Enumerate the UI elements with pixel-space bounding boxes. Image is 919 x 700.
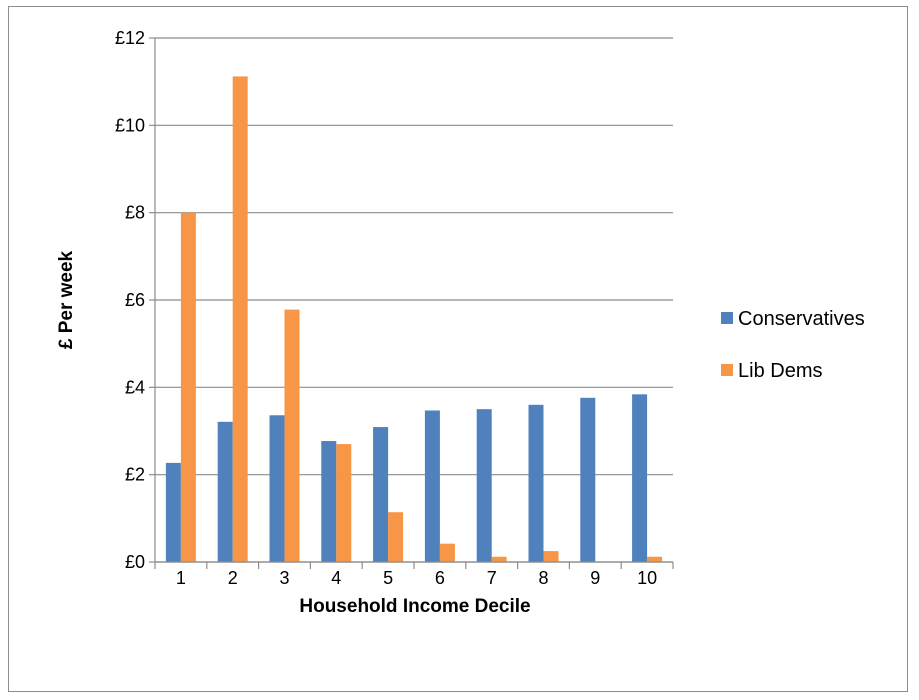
- bar-conservatives-10: [632, 394, 648, 562]
- bar-conservatives-2: [217, 421, 233, 562]
- bar-conservatives-6: [424, 410, 440, 562]
- bar-lib-dems-3: [284, 309, 300, 562]
- bar-conservatives-3: [269, 415, 285, 562]
- x-tick-label-5: 5: [383, 568, 393, 588]
- bar-conservatives-5: [373, 427, 389, 562]
- y-tick-label: £10: [115, 115, 145, 135]
- bar-lib-dems-5: [388, 512, 404, 562]
- chart-frame: [8, 6, 908, 692]
- y-tick-label: £2: [125, 465, 145, 485]
- bar-conservatives-4: [321, 441, 337, 562]
- y-tick-labels: £0 £2 £4 £6 £8 £10 £12: [115, 28, 145, 572]
- y-axis-title: £ Per week: [56, 250, 77, 349]
- bar-lib-dems-10: [647, 556, 663, 562]
- bar-conservatives-7: [476, 409, 492, 562]
- bar-conservatives-9: [580, 397, 596, 562]
- x-tick-label-3: 3: [279, 568, 289, 588]
- legend-label-conservatives: Conservatives: [738, 308, 865, 330]
- y-tick-label: £4: [125, 377, 145, 397]
- y-tick-label: £8: [125, 203, 145, 223]
- bar-lib-dems-4: [336, 444, 352, 562]
- bar-lib-dems-2: [232, 76, 248, 562]
- bar-lib-dems-7: [491, 556, 507, 562]
- legend-label-lib-dems: Lib Dems: [738, 360, 822, 382]
- y-tick-label: £0: [125, 552, 145, 572]
- x-tick-label-7: 7: [487, 568, 497, 588]
- bar-lib-dems-1: [180, 212, 196, 562]
- x-tick-label-10: 10: [637, 568, 657, 588]
- x-axis-title: Household Income Decile: [299, 596, 530, 617]
- bars: [165, 76, 663, 562]
- x-tick-label-4: 4: [331, 568, 341, 588]
- bar-conservatives-8: [528, 404, 544, 562]
- x-tick-label-6: 6: [435, 568, 445, 588]
- y-tick-label: £12: [115, 28, 145, 48]
- x-tick-label-8: 8: [538, 568, 548, 588]
- legend-swatch-conservatives: [721, 312, 733, 324]
- x-tick-labels: 1 2 3 4 5 6 7 8 9 10: [176, 568, 657, 588]
- bar-lib-dems-8: [543, 551, 559, 562]
- legend: Conservatives Lib Dems: [721, 308, 865, 382]
- bar-lib-dems-6: [439, 543, 455, 562]
- axes: [149, 37, 674, 569]
- x-tick-label-9: 9: [590, 568, 600, 588]
- y-tick-label: £6: [125, 290, 145, 310]
- bar-conservatives-1: [165, 462, 181, 562]
- x-tick-label-2: 2: [228, 568, 238, 588]
- legend-swatch-lib-dems: [721, 364, 733, 376]
- x-tick-label-1: 1: [176, 568, 186, 588]
